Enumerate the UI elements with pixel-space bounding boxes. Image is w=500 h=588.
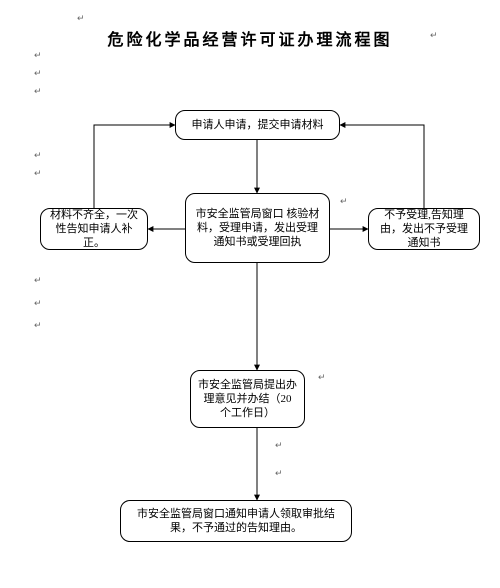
paragraph-marker: ↵ <box>34 275 42 286</box>
paragraph-marker: ↵ <box>77 13 85 24</box>
flow-node-n4: 不予受理,告知理由，发出不予受理通知书 <box>368 208 480 250</box>
paragraph-marker: ↵ <box>340 196 348 207</box>
flow-node-n6: 市安全监管局窗口通知申请人领取审批结果，不予通过的告知理由。 <box>120 500 352 542</box>
paragraph-marker: ↵ <box>34 68 42 79</box>
flow-node-n1: 申请人申请，提交申请材料 <box>175 110 340 140</box>
flow-node-n2: 市安全监管局窗口 核验材料，受理申请，发出受理通知书或受理回执 <box>185 193 330 263</box>
edge-e4 <box>94 125 175 208</box>
paragraph-marker: ↵ <box>34 168 42 179</box>
paragraph-marker: ↵ <box>34 50 42 61</box>
paragraph-marker: ↵ <box>318 372 326 383</box>
paragraph-marker: ↵ <box>430 30 438 41</box>
edge-e5 <box>340 125 424 208</box>
paragraph-marker: ↵ <box>34 298 42 309</box>
paragraph-marker: ↵ <box>34 86 42 97</box>
flow-node-n5: 市安全监管局提出办理意见并办结（20 个工作日） <box>190 370 305 428</box>
paragraph-marker: ↵ <box>275 440 283 451</box>
paragraph-marker: ↵ <box>34 320 42 331</box>
paragraph-marker: ↵ <box>34 150 42 161</box>
flow-node-n3: 材料不齐全，一次性告知申请人补正。 <box>40 208 148 250</box>
paragraph-marker: ↵ <box>275 468 283 479</box>
flowchart-canvas: 危险化学品经营许可证办理流程图 申请人申请，提交申请材料市安全监管局窗口 核验材… <box>0 0 500 588</box>
